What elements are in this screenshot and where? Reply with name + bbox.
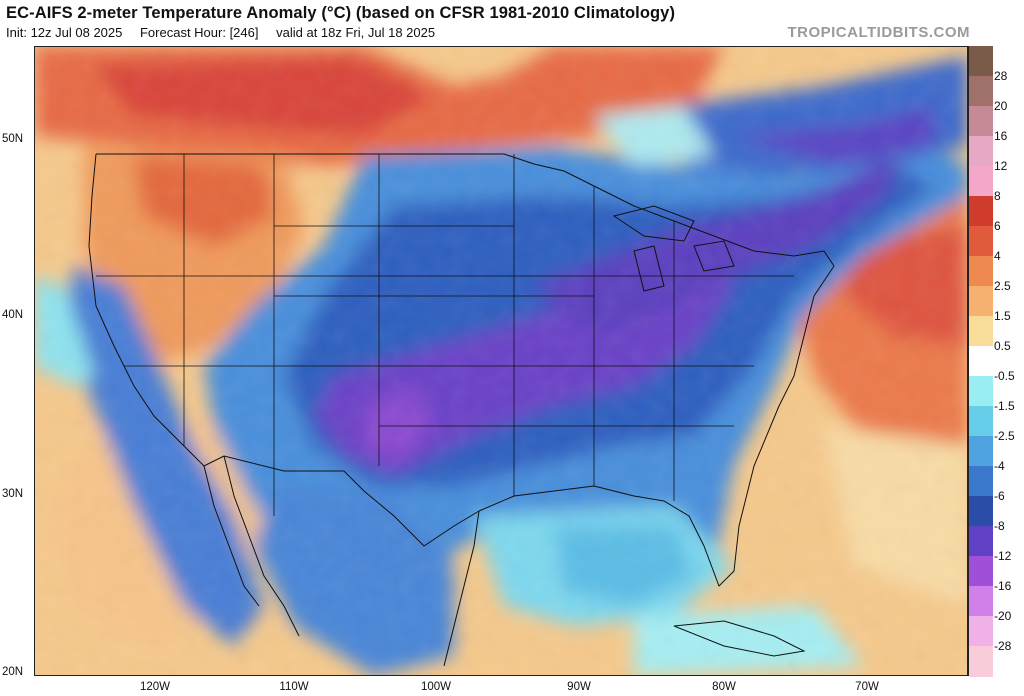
field-texture (34, 46, 968, 676)
colorbar-swatch (969, 286, 993, 317)
map-subtitle: Init: 12z Jul 08 2025 Forecast Hour: [24… (6, 25, 449, 40)
colorbar-tick-label: 4 (994, 249, 1001, 263)
valid-time: valid at 18z Fri, Jul 18 2025 (276, 25, 436, 40)
great-lakes-outline (612, 205, 695, 242)
colorbar-swatch (969, 136, 993, 167)
colorbar-tick-label: 16 (994, 129, 1008, 143)
lon-label-90w: 90W (567, 681, 591, 693)
colorbar-swatch (969, 406, 993, 437)
colorbar-tick-label: -20 (994, 609, 1012, 623)
state-lines (96, 154, 794, 516)
geographic-boundaries (88, 153, 835, 667)
lat-label-50n: 50N (2, 133, 24, 145)
brand-watermark[interactable]: TROPICALTIDBITS.COM (787, 24, 970, 41)
lat-label-40n: 40N (2, 309, 24, 321)
legend-colorbar (968, 46, 993, 677)
colorbar-swatch (969, 376, 993, 407)
colorbar-tick-label: -0.5 (994, 369, 1015, 383)
lon-label-70w: 70W (855, 681, 879, 693)
colorbar-swatch (969, 226, 993, 257)
colorbar-tick-label: -4 (994, 459, 1005, 473)
colorbar-swatch (969, 46, 993, 77)
colorbar-tick-label: -12 (994, 549, 1012, 563)
mexico-west-coastline (223, 455, 300, 637)
colorbar-tick-label: -6 (994, 489, 1005, 503)
anomaly-map (34, 46, 968, 676)
colorbar-tick-label: 28 (994, 69, 1008, 83)
colorbar-swatch (969, 616, 993, 647)
forecast-hour: Forecast Hour: [246] (139, 25, 259, 40)
lon-label-80w: 80W (712, 681, 736, 693)
colorbar-swatch (969, 496, 993, 527)
colorbar-tick-label: -28 (994, 639, 1012, 653)
colorbar-swatch (969, 556, 993, 587)
baja-coastline (203, 465, 260, 607)
colorbar-tick-label: 12 (994, 159, 1008, 173)
anomaly-map-svg (34, 46, 968, 676)
colorbar-tick-label: -2.5 (994, 429, 1015, 443)
colorbar-swatch (969, 76, 993, 107)
colorbar-tick-label: -16 (994, 579, 1012, 593)
init-time: Init: 12z Jul 08 2025 (6, 25, 123, 40)
us-canada-border (96, 153, 835, 267)
colorbar-swatch (969, 436, 993, 467)
cuba-outline (673, 620, 806, 657)
map-border (34, 46, 968, 676)
lon-label-110w: 110W (279, 681, 309, 693)
colorbar-swatch (969, 466, 993, 497)
colorbar-swatch (969, 256, 993, 287)
gulf-atlantic-coastline (478, 265, 835, 587)
us-mexico-border (223, 455, 480, 547)
lat-label-20n: 20N (2, 666, 24, 678)
map-title: EC-AIFS 2-meter Temperature Anomaly (°C)… (6, 4, 676, 22)
colorbar-tick-label: 0.5 (994, 339, 1011, 353)
colorbar-swatch (969, 526, 993, 557)
mexico-gulf-coastline (443, 510, 480, 667)
colorbar-tick-label: -8 (994, 519, 1005, 533)
colorbar-tick-label: 6 (994, 219, 1001, 233)
colorbar-tick-label: -1.5 (994, 399, 1015, 413)
colorbar-tick-label: 8 (994, 189, 1001, 203)
lon-label-100w: 100W (420, 681, 452, 693)
lat-label-30n: 30N (2, 488, 24, 500)
colorbar-swatch (969, 316, 993, 347)
colorbar-swatch (969, 646, 993, 677)
lon-label-120w: 120W (139, 681, 171, 693)
colorbar-swatch (969, 106, 993, 137)
colorbar-tick-label: 1.5 (994, 309, 1011, 323)
colorbar-tick-label: 20 (994, 99, 1008, 113)
colorbar-swatch (969, 196, 993, 227)
colorbar-swatch (969, 346, 993, 377)
colorbar-swatch (969, 586, 993, 617)
colorbar-swatch (969, 166, 993, 197)
colorbar-tick-label: 2.5 (994, 279, 1011, 293)
